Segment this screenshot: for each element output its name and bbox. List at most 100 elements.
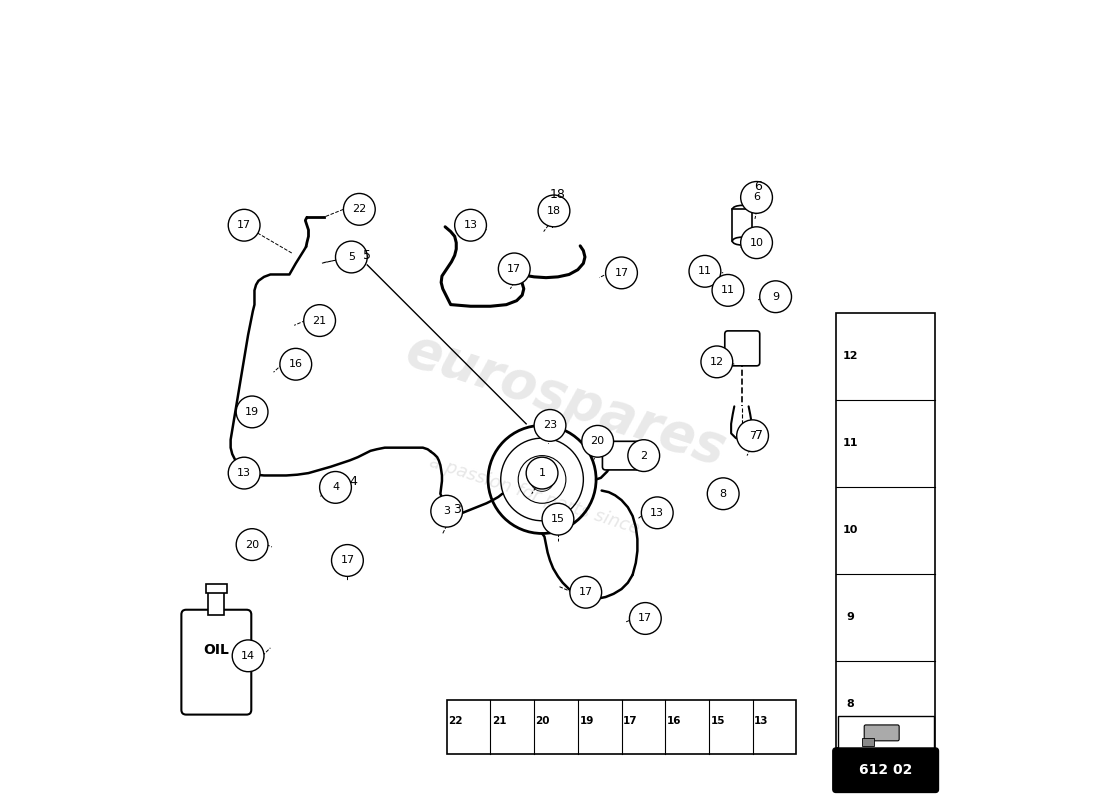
Text: 21: 21 xyxy=(312,315,327,326)
Text: 20: 20 xyxy=(536,715,550,726)
Circle shape xyxy=(542,503,574,535)
Text: 7: 7 xyxy=(749,430,756,441)
FancyBboxPatch shape xyxy=(603,442,640,470)
Text: 17: 17 xyxy=(238,220,251,230)
Text: 17: 17 xyxy=(579,587,593,598)
Text: 19: 19 xyxy=(580,715,594,726)
Text: 9: 9 xyxy=(846,612,855,622)
Circle shape xyxy=(232,640,264,672)
Circle shape xyxy=(304,305,336,337)
Text: 10: 10 xyxy=(843,526,858,535)
Circle shape xyxy=(712,274,744,306)
Circle shape xyxy=(606,257,637,289)
Text: 6: 6 xyxy=(754,193,760,202)
Text: 7: 7 xyxy=(755,430,763,442)
Text: 8: 8 xyxy=(846,699,855,710)
Ellipse shape xyxy=(733,206,752,214)
Text: 22: 22 xyxy=(448,715,463,726)
Circle shape xyxy=(229,457,260,489)
Circle shape xyxy=(535,410,565,442)
Bar xyxy=(206,583,227,593)
Text: a passion for parts since: a passion for parts since xyxy=(427,453,641,538)
Text: 10: 10 xyxy=(749,238,763,248)
Circle shape xyxy=(740,227,772,258)
Circle shape xyxy=(236,529,268,561)
Text: eurospares: eurospares xyxy=(399,324,733,476)
Text: 23: 23 xyxy=(543,421,557,430)
Circle shape xyxy=(538,195,570,227)
Text: 15: 15 xyxy=(551,514,565,524)
Circle shape xyxy=(526,457,558,489)
Text: 17: 17 xyxy=(623,715,638,726)
Bar xyxy=(861,738,873,746)
Circle shape xyxy=(760,281,792,313)
Text: 5: 5 xyxy=(363,249,372,262)
Text: 612 02: 612 02 xyxy=(859,763,912,778)
FancyBboxPatch shape xyxy=(182,610,251,714)
Bar xyxy=(733,210,752,241)
Text: 3: 3 xyxy=(443,506,450,516)
Circle shape xyxy=(229,210,260,241)
FancyBboxPatch shape xyxy=(865,725,899,741)
Text: 17: 17 xyxy=(638,614,652,623)
Text: 1: 1 xyxy=(539,468,546,478)
Text: 9: 9 xyxy=(772,292,779,302)
Text: 14: 14 xyxy=(241,651,255,661)
Circle shape xyxy=(279,348,311,380)
Text: 11: 11 xyxy=(697,266,712,276)
Bar xyxy=(836,313,935,748)
Circle shape xyxy=(689,255,720,287)
Circle shape xyxy=(707,478,739,510)
Text: 20: 20 xyxy=(245,539,260,550)
Circle shape xyxy=(343,194,375,226)
Circle shape xyxy=(236,396,268,428)
Circle shape xyxy=(641,497,673,529)
Circle shape xyxy=(701,346,733,378)
Text: 18: 18 xyxy=(547,206,561,216)
Text: 17: 17 xyxy=(340,555,354,566)
Circle shape xyxy=(629,602,661,634)
FancyBboxPatch shape xyxy=(833,748,938,793)
Text: 2: 2 xyxy=(640,450,647,461)
Text: 21: 21 xyxy=(492,715,506,726)
Circle shape xyxy=(737,420,769,452)
Text: 17: 17 xyxy=(615,268,628,278)
Text: 16: 16 xyxy=(667,715,681,726)
Circle shape xyxy=(628,440,660,471)
Circle shape xyxy=(582,426,614,457)
FancyBboxPatch shape xyxy=(725,331,760,366)
Text: 16: 16 xyxy=(289,359,302,370)
Circle shape xyxy=(740,182,772,214)
Text: 8: 8 xyxy=(719,489,727,498)
Text: 12: 12 xyxy=(710,357,724,367)
Text: 13: 13 xyxy=(755,715,769,726)
Text: 19: 19 xyxy=(245,407,260,417)
Text: 17: 17 xyxy=(507,264,521,274)
Circle shape xyxy=(498,253,530,285)
Text: 11: 11 xyxy=(843,438,858,448)
Text: OIL: OIL xyxy=(204,643,229,658)
Text: 13: 13 xyxy=(463,220,477,230)
Text: 20: 20 xyxy=(591,436,605,446)
Ellipse shape xyxy=(733,237,752,245)
Circle shape xyxy=(431,495,463,527)
Text: 6: 6 xyxy=(755,181,762,194)
Text: 4: 4 xyxy=(350,474,358,487)
Text: 15: 15 xyxy=(711,715,725,726)
Circle shape xyxy=(331,545,363,576)
Text: 13: 13 xyxy=(650,508,664,518)
Text: 5: 5 xyxy=(348,252,355,262)
Bar xyxy=(837,716,934,750)
Circle shape xyxy=(530,467,554,491)
Circle shape xyxy=(320,471,351,503)
Text: 3: 3 xyxy=(453,503,461,516)
Circle shape xyxy=(336,241,367,273)
Circle shape xyxy=(570,576,602,608)
Bar xyxy=(208,592,224,614)
Circle shape xyxy=(454,210,486,241)
Text: 18: 18 xyxy=(550,188,565,202)
Text: 13: 13 xyxy=(238,468,251,478)
Text: 12: 12 xyxy=(843,351,858,361)
Text: 11: 11 xyxy=(720,286,735,295)
Text: 22: 22 xyxy=(352,204,366,214)
